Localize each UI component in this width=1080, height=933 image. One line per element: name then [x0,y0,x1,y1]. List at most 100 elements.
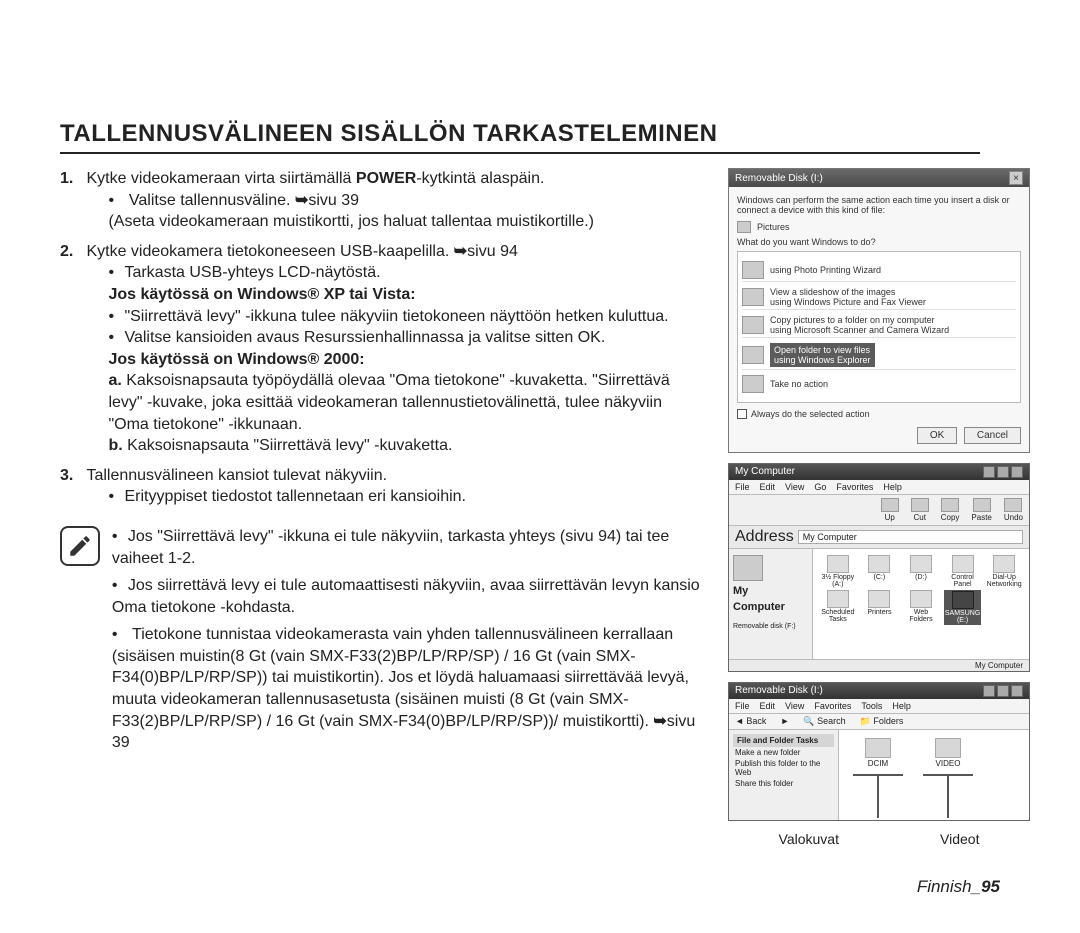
autoplay-dialog: Removable Disk (I:) × Windows can perfor… [728,168,1030,453]
webfolders[interactable]: Web Folders [902,590,940,625]
note-icon [60,526,100,566]
step-1-sub: Valitse tallennusväline. ➥sivu 39 (Aseta… [86,190,696,233]
mc-panes: My Computer Removable disk (F:) 3½ Flopp… [729,549,1029,659]
dialog-buttons: OK Cancel [737,427,1021,444]
control-panel[interactable]: Control Panel [944,555,982,588]
opt4a: Open folder to view files [774,345,870,355]
tb-cut[interactable]: Cut [911,498,929,522]
step-3-sub: Erityyppiset tiedostot tallennetaan eri … [86,486,696,508]
computer-label: Computer [733,601,808,613]
s3-b1: Erityyppiset tiedostot tallennetaan eri … [108,486,696,508]
maximize-icon[interactable] [997,685,1009,697]
nav-back[interactable]: ◄ Back [735,716,766,727]
dialog-prompt: What do you want Windows to do? [737,237,1021,247]
tb-undo[interactable]: Undo [1004,498,1023,522]
opt1-text: using Photo Printing Wizard [770,265,881,275]
task-1[interactable]: Make a new folder [733,747,834,758]
mc-rightpane: 3½ Floppy (A:) (C:) (D:) Control Panel D… [813,549,1029,659]
menu-help[interactable]: Help [892,701,911,711]
close-icon[interactable] [1011,685,1023,697]
tb-paste[interactable]: Paste [971,498,991,522]
close-icon[interactable]: × [1009,171,1023,185]
mc-titlebar: My Computer [729,464,1029,480]
dialog-body: Windows can perform the same action each… [729,187,1029,452]
rd-tasks: File and Folder Tasks Make a new folder … [729,730,839,820]
opt-2[interactable]: View a slideshow of the imagesusing Wind… [742,285,1016,310]
nav-search[interactable]: 🔍 Search [803,716,845,727]
minimize-icon[interactable] [983,466,995,478]
printers[interactable]: Printers [861,590,899,625]
cut-icon [911,498,929,512]
opt4b: using Windows Explorer [774,355,871,365]
menu-favorites[interactable]: Favorites [814,701,851,711]
close-icon[interactable] [1011,466,1023,478]
menu-file[interactable]: File [735,701,750,711]
menu-favorites[interactable]: Favorites [836,482,873,492]
rd-title: Removable Disk (I:) [735,685,823,697]
footer-label: Finnish_ [917,877,981,896]
opt-5[interactable]: Take no action [742,373,1016,395]
noaction-icon [742,375,764,393]
removable-window: Removable Disk (I:) File Edit View Favor… [728,682,1030,821]
controlpanel-icon [952,555,974,573]
window-controls [983,466,1023,478]
dialog-titlebar: Removable Disk (I:) × [729,169,1029,187]
always-checkbox[interactable]: Always do the selected action [737,409,1021,419]
addr-field[interactable]: My Computer [798,530,1023,544]
menu-tools[interactable]: Tools [861,701,882,711]
folder-icon [865,738,891,758]
drive-c[interactable]: (C:) [861,555,899,588]
drive-samsung[interactable]: SAMSUNG (E:) [944,590,982,625]
nav-folders[interactable]: 📁 Folders [860,716,904,727]
manual-page: TALLENNUSVÄLINEEN SISÄLLÖN TARKASTELEMIN… [0,0,1080,933]
step-3-number: 3. [60,465,82,487]
always-label: Always do the selected action [751,409,870,419]
opt3a: Copy pictures to a folder on my computer [770,315,935,325]
scheduled[interactable]: Scheduled Tasks [819,590,857,625]
wizard-icon [742,261,764,279]
up-icon [881,498,899,512]
power-label: POWER [356,170,416,187]
s3-text: Tallennusvälineen kansiot tulevat näkyvi… [86,467,387,484]
menu-file[interactable]: File [735,482,750,492]
folder-icon [935,738,961,758]
task-3[interactable]: Share this folder [733,778,834,789]
s2-text-a: Kytke videokamera tietokoneeseen USB-kaa… [86,243,453,260]
opt-3[interactable]: Copy pictures to a folder on my computer… [742,313,1016,338]
tb-copy[interactable]: Copy [941,498,960,522]
s2-b1: Tarkasta USB-yhteys LCD-näytöstä. [108,262,696,284]
folder-video[interactable]: VIDEO [935,738,961,768]
opt-1[interactable]: using Photo Printing Wizard [742,259,1016,282]
dialup[interactable]: Dial-Up Networking [985,555,1023,588]
menu-help[interactable]: Help [883,482,902,492]
drive-icon [952,591,974,609]
ok-button[interactable]: OK [917,427,957,444]
drive-floppy[interactable]: 3½ Floppy (A:) [819,555,857,588]
step-1-text-b: -kytkintä alaspäin. [416,170,544,187]
note-block: Jos "Siirrettävä levy" -ikkuna ei tule n… [60,526,710,760]
xp-title: Jos käytössä on Windows® XP tai Vista: [108,284,696,306]
step-1: 1. Kytke videokameraan virta siirtämällä… [60,168,710,233]
opt5-text: Take no action [770,379,828,389]
step-1-text-a: Kytke videokameraan virta siirtämällä [86,170,355,187]
menu-edit[interactable]: Edit [760,482,776,492]
tb-up[interactable]: Up [881,498,899,522]
note-3: Tietokone tunnistaa videokamerasta vain … [112,624,710,754]
step-3: 3. Tallennusvälineen kansiot tulevat näk… [60,465,710,508]
options-list[interactable]: using Photo Printing Wizard View a slide… [737,251,1021,403]
menu-view[interactable]: View [785,482,804,492]
folder-dcim[interactable]: DCIM [865,738,891,768]
minimize-icon[interactable] [983,685,995,697]
page-title: TALLENNUSVÄLINEEN SISÄLLÖN TARKASTELEMIN… [60,120,1030,148]
hdd-icon [868,555,890,573]
menu-edit[interactable]: Edit [760,701,776,711]
opt-4[interactable]: Open folder to view filesusing Windows E… [742,341,1016,370]
drive-d[interactable]: (D:) [902,555,940,588]
maximize-icon[interactable] [997,466,1009,478]
task-2[interactable]: Publish this folder to the Web [733,758,834,778]
menu-go[interactable]: Go [814,482,826,492]
menu-view[interactable]: View [785,701,804,711]
nav-fwd[interactable]: ► [780,716,789,727]
cancel-button[interactable]: Cancel [964,427,1021,444]
removable-label: Removable disk (F:) [733,623,808,630]
